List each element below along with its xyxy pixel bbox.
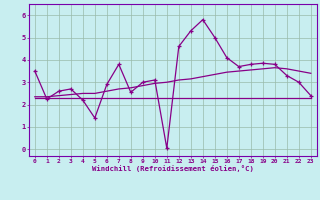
X-axis label: Windchill (Refroidissement éolien,°C): Windchill (Refroidissement éolien,°C): [92, 165, 254, 172]
